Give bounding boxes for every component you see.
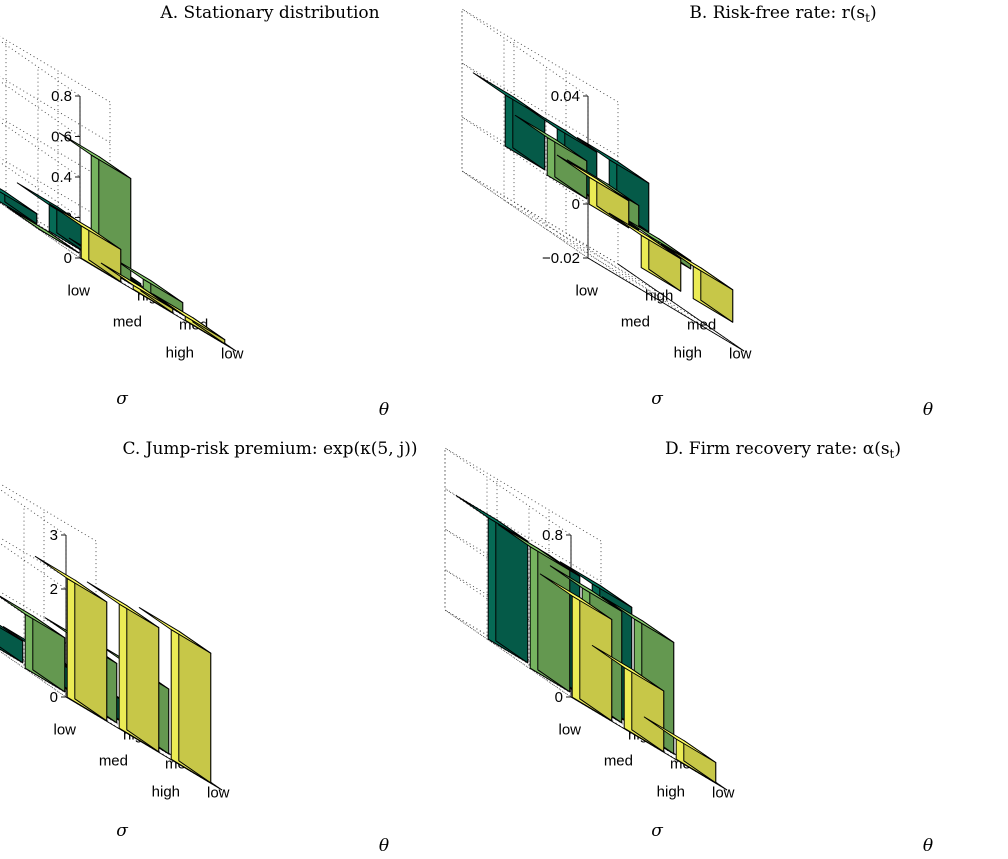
bar-sigma-med-theta-low: [591, 645, 665, 753]
bar-sigma-low-theta-high: [0, 188, 38, 225]
bars: [472, 72, 734, 323]
chart-title: B. Risk-free rate: r(st): [689, 3, 876, 25]
bar-sigma-high-theta-low: [660, 243, 734, 323]
z-tick-label: 2: [50, 581, 58, 598]
chart-title: D. Firm recovery rate: α(st): [665, 439, 901, 461]
bar-sigma-low-theta-med: [497, 524, 571, 693]
bar-sigma-low-theta-high: [455, 495, 529, 664]
sigma-tick-label: high: [152, 784, 180, 801]
z-tick-label: 0.8: [542, 527, 563, 544]
bar-sigma-high-theta-low: [138, 607, 212, 784]
sigma-tick-label: med: [113, 314, 142, 331]
z-tick-label: 0: [64, 250, 72, 267]
bar-sigma-med-theta-low: [608, 212, 682, 292]
z-tick-label: 0: [50, 689, 58, 706]
chart-title: A. Stationary distribution: [159, 3, 379, 23]
bar-sigma-low-theta-low: [34, 555, 108, 722]
z-tick-label: 0: [572, 196, 580, 213]
bars: [0, 132, 226, 345]
panel-c: C. Jump-risk premium: exp(κ(5, j))0123lo…: [0, 439, 418, 856]
theta-tick-label: low: [221, 346, 244, 363]
z-tick-label: 0.4: [51, 169, 72, 186]
bar-sigma-low-theta-low: [48, 203, 122, 283]
sigma-axis-label: σ: [651, 389, 663, 409]
bar-sigma-low-theta-med: [514, 114, 588, 200]
theta-tick-label: low: [207, 785, 230, 802]
bar-sigma-low-theta-high: [0, 624, 24, 664]
sigma-tick-label: med: [604, 753, 633, 770]
z-tick-label: 0.8: [51, 88, 72, 105]
z-tick-label: −0.02: [542, 250, 580, 267]
z-tick-label: 0: [555, 689, 563, 706]
z-tick-label: 0.04: [551, 88, 580, 105]
bar-sigma-low-theta-low: [539, 573, 613, 722]
sigma-axis-label: σ: [651, 821, 663, 841]
bars: [0, 555, 212, 784]
theta-axis-label: θ: [379, 400, 389, 420]
sigma-tick-label: low: [575, 283, 598, 300]
bar-sigma-low-theta-low: [556, 154, 630, 229]
z-tick-label: 3: [50, 527, 58, 544]
bar-sigma-med-theta-low: [100, 262, 174, 314]
bar-sigma-low-theta-high: [472, 72, 546, 171]
theta-tick-label: med: [687, 317, 716, 334]
bars: [455, 495, 717, 784]
theta-axis-label: θ: [923, 400, 933, 420]
theta-tick-label: low: [712, 785, 735, 802]
theta-tick-label: high: [645, 288, 673, 305]
sigma-tick-label: high: [657, 784, 685, 801]
bar-sigma-low-theta-med: [0, 595, 66, 693]
sigma-tick-label: low: [53, 722, 76, 739]
chart-title: C. Jump-risk premium: exp(κ(5, j)): [122, 439, 417, 459]
sigma-tick-label: high: [166, 345, 194, 362]
panel-b: B. Risk-free rate: r(st)−0.0200.020.04lo…: [461, 3, 933, 420]
bar-sigma-low-theta-med: [6, 206, 80, 254]
sigma-axis-label: σ: [116, 821, 128, 841]
bar-sigma-high-theta-low: [152, 293, 226, 345]
sigma-tick-label: high: [674, 345, 702, 362]
sigma-axis-label: σ: [116, 389, 128, 409]
panel-d: D. Firm recovery rate: α(st)00.20.40.60.…: [444, 439, 933, 856]
panel-a: A. Stationary distribution00.20.40.60.8l…: [0, 3, 389, 420]
theta-axis-label: θ: [923, 836, 933, 856]
sigma-tick-label: med: [621, 314, 650, 331]
bar-sigma-high-theta-low: [643, 716, 717, 784]
sigma-tick-label: low: [558, 722, 581, 739]
sigma-tick-label: low: [67, 283, 90, 300]
z-tick-label: 0.6: [51, 129, 72, 146]
bar-sigma-med-theta-low: [86, 581, 160, 753]
theta-axis-label: θ: [379, 836, 389, 856]
theta-tick-label: low: [729, 346, 752, 363]
sigma-tick-label: med: [99, 753, 128, 770]
